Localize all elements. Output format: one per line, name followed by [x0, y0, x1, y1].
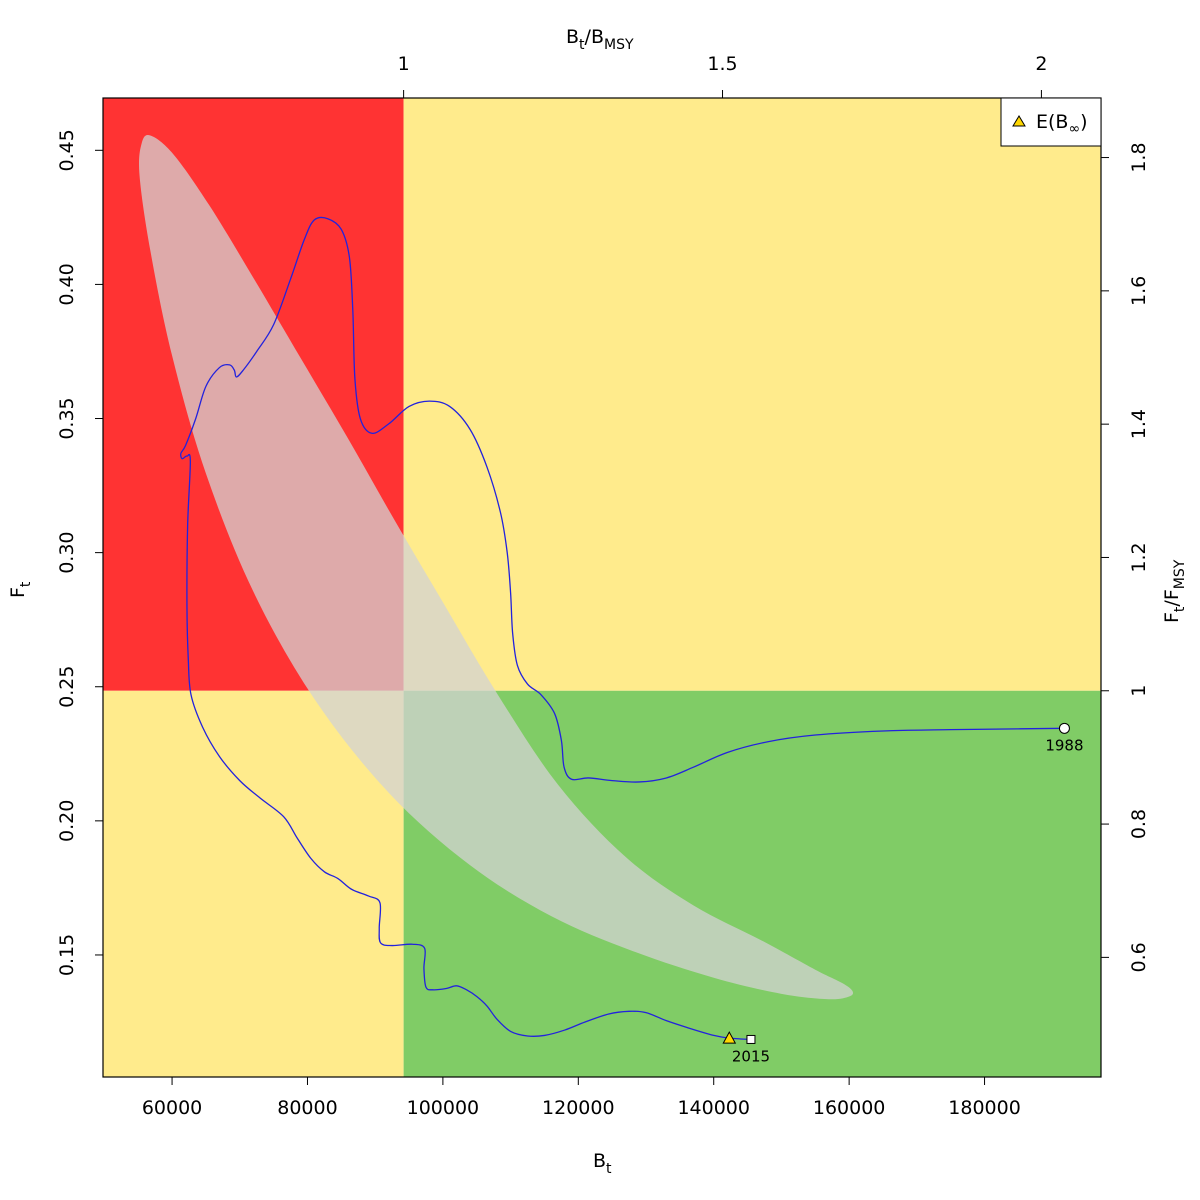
confidence-region-layer — [139, 135, 854, 1000]
x-tick-label: 60000 — [142, 1097, 202, 1119]
y-tick-label: 0.20 — [56, 800, 78, 842]
top-tick-label: 1.5 — [707, 53, 737, 75]
right-tick-label: 1.8 — [1128, 142, 1150, 172]
confidence-region — [139, 135, 854, 1000]
y-axis-title: Ft — [7, 581, 34, 598]
x-axis-top: 1 1.5 2 — [398, 53, 1047, 98]
right-tick-label: 1.4 — [1128, 409, 1150, 439]
zone-overfishing — [403, 98, 1101, 691]
start-year-label: 1988 — [1045, 736, 1083, 754]
end-point-marker — [746, 1034, 756, 1044]
y-axis-right: 0.6 0.8 1 1.2 1.4 1.6 1.8 — [1101, 142, 1150, 972]
y-axis-left: 0.15 0.20 0.25 0.30 0.35 0.40 0.45 — [56, 129, 103, 976]
y-tick-label: 0.45 — [56, 129, 78, 171]
end-year-label: 2015 — [732, 1047, 770, 1065]
x-axis-bottom: 60000 80000 100000 120000 140000 160000 180000 — [142, 1077, 1021, 1119]
x-tick-label: 140000 — [677, 1097, 750, 1119]
marker-layer: 2015 1988 — [722, 722, 1084, 1065]
right-tick-label: 1.2 — [1128, 542, 1150, 572]
top-axis-title: Bt/BMSY — [566, 26, 634, 53]
start-point-marker — [1058, 722, 1070, 734]
x-axis-title: Bt — [593, 1150, 612, 1177]
x-tick-label: 180000 — [948, 1097, 1021, 1119]
top-tick-label: 2 — [1035, 53, 1047, 75]
x-tick-label: 100000 — [407, 1097, 480, 1119]
y-tick-label: 0.30 — [56, 531, 78, 573]
right-tick-label: 0.6 — [1128, 942, 1150, 972]
right-axis-title: Ft/FMSY — [1161, 559, 1188, 623]
x-tick-label: 80000 — [277, 1097, 337, 1119]
legend-triangle-icon — [1012, 115, 1026, 127]
zone-overfished — [103, 690, 404, 1077]
plot-frame — [102, 97, 1102, 1078]
expected-equilibrium-marker — [722, 1031, 737, 1044]
y-tick-label: 0.40 — [56, 263, 78, 305]
legend: E(B∞) — [1000, 97, 1102, 147]
top-tick-label: 1 — [398, 53, 410, 75]
right-tick-label: 1.6 — [1128, 276, 1150, 306]
x-tick-label: 160000 — [813, 1097, 886, 1119]
legend-label: E(B∞) — [1036, 111, 1088, 137]
biomass-fishing-trajectory — [180, 216, 1065, 1041]
trajectory-layer — [180, 216, 1065, 1041]
y-tick-label: 0.35 — [56, 397, 78, 439]
y-tick-label: 0.15 — [56, 934, 78, 976]
x-tick-label: 120000 — [542, 1097, 615, 1119]
right-tick-label: 0.8 — [1128, 809, 1150, 839]
right-tick-label: 1 — [1128, 685, 1150, 697]
status-zones — [103, 98, 1101, 1077]
y-tick-label: 0.25 — [56, 666, 78, 708]
